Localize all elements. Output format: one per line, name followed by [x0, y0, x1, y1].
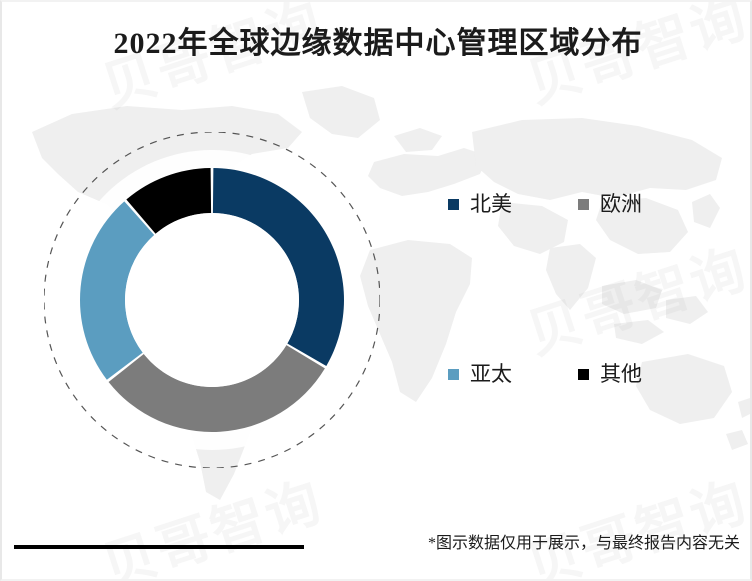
- legend-label-north-america: 北美: [470, 192, 512, 216]
- chart-legend: 北美 欧洲 亚太 其他: [442, 192, 692, 392]
- chart-footer: *图示数据仅用于展示，与最终报告内容无关: [2, 531, 750, 561]
- legend-item-north-america[interactable]: 北美: [448, 192, 512, 216]
- legend-label-asia-pacific: 亚太: [470, 362, 512, 386]
- footer-note: *图示数据仅用于展示，与最终报告内容无关: [427, 535, 740, 552]
- watermark: 贝哥智询: [95, 470, 331, 581]
- footer-divider: [14, 545, 304, 549]
- legend-swatch-europe: [578, 198, 589, 210]
- donut-hole: [125, 213, 299, 387]
- legend-item-other[interactable]: 其他: [578, 362, 642, 386]
- legend-swatch-asia-pacific: [448, 368, 459, 380]
- donut-chart-svg: [44, 132, 380, 468]
- legend-item-asia-pacific[interactable]: 亚太: [448, 362, 512, 386]
- page-title: 2022年全球边缘数据中心管理区域分布: [113, 27, 643, 60]
- legend-swatch-other: [578, 368, 589, 380]
- legend-label-other: 其他: [600, 362, 642, 386]
- legend-swatch-north-america: [448, 198, 459, 210]
- watermark: 贝哥智询: [520, 470, 752, 581]
- legend-item-europe[interactable]: 欧洲: [578, 192, 642, 216]
- donut-chart: [44, 132, 380, 468]
- legend-label-europe: 欧洲: [600, 192, 642, 216]
